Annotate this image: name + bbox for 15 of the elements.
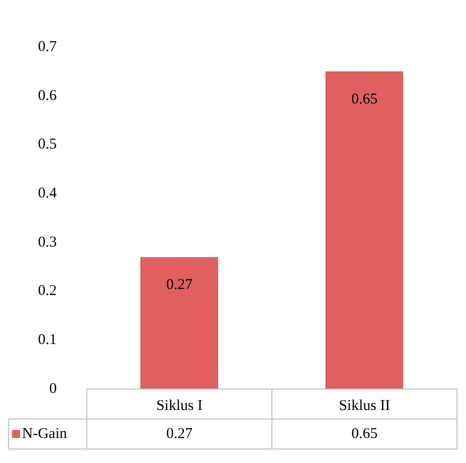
y-tick-label: 0 bbox=[49, 380, 57, 397]
x-tick-label: Siklus I bbox=[156, 398, 202, 414]
annotation: 0.65 bbox=[351, 91, 378, 108]
annotation: 0.27 bbox=[166, 277, 193, 294]
y-tick-label: 0.5 bbox=[38, 136, 57, 153]
y-tick-label: 0.6 bbox=[38, 88, 58, 104]
x-tick-label: Siklus II bbox=[338, 398, 390, 414]
data-label: 0.27 bbox=[166, 426, 193, 442]
data-label: 0.65 bbox=[351, 426, 378, 442]
legend-label: N-Gain bbox=[22, 426, 68, 442]
y-tick-label: 0.3 bbox=[38, 234, 57, 250]
y-tick-label: 0.4 bbox=[38, 186, 58, 202]
y-tick-label: 0.1 bbox=[38, 332, 57, 348]
y-tick-label: 0.2 bbox=[38, 283, 57, 300]
y-tick-label: 0.7 bbox=[38, 38, 58, 55]
